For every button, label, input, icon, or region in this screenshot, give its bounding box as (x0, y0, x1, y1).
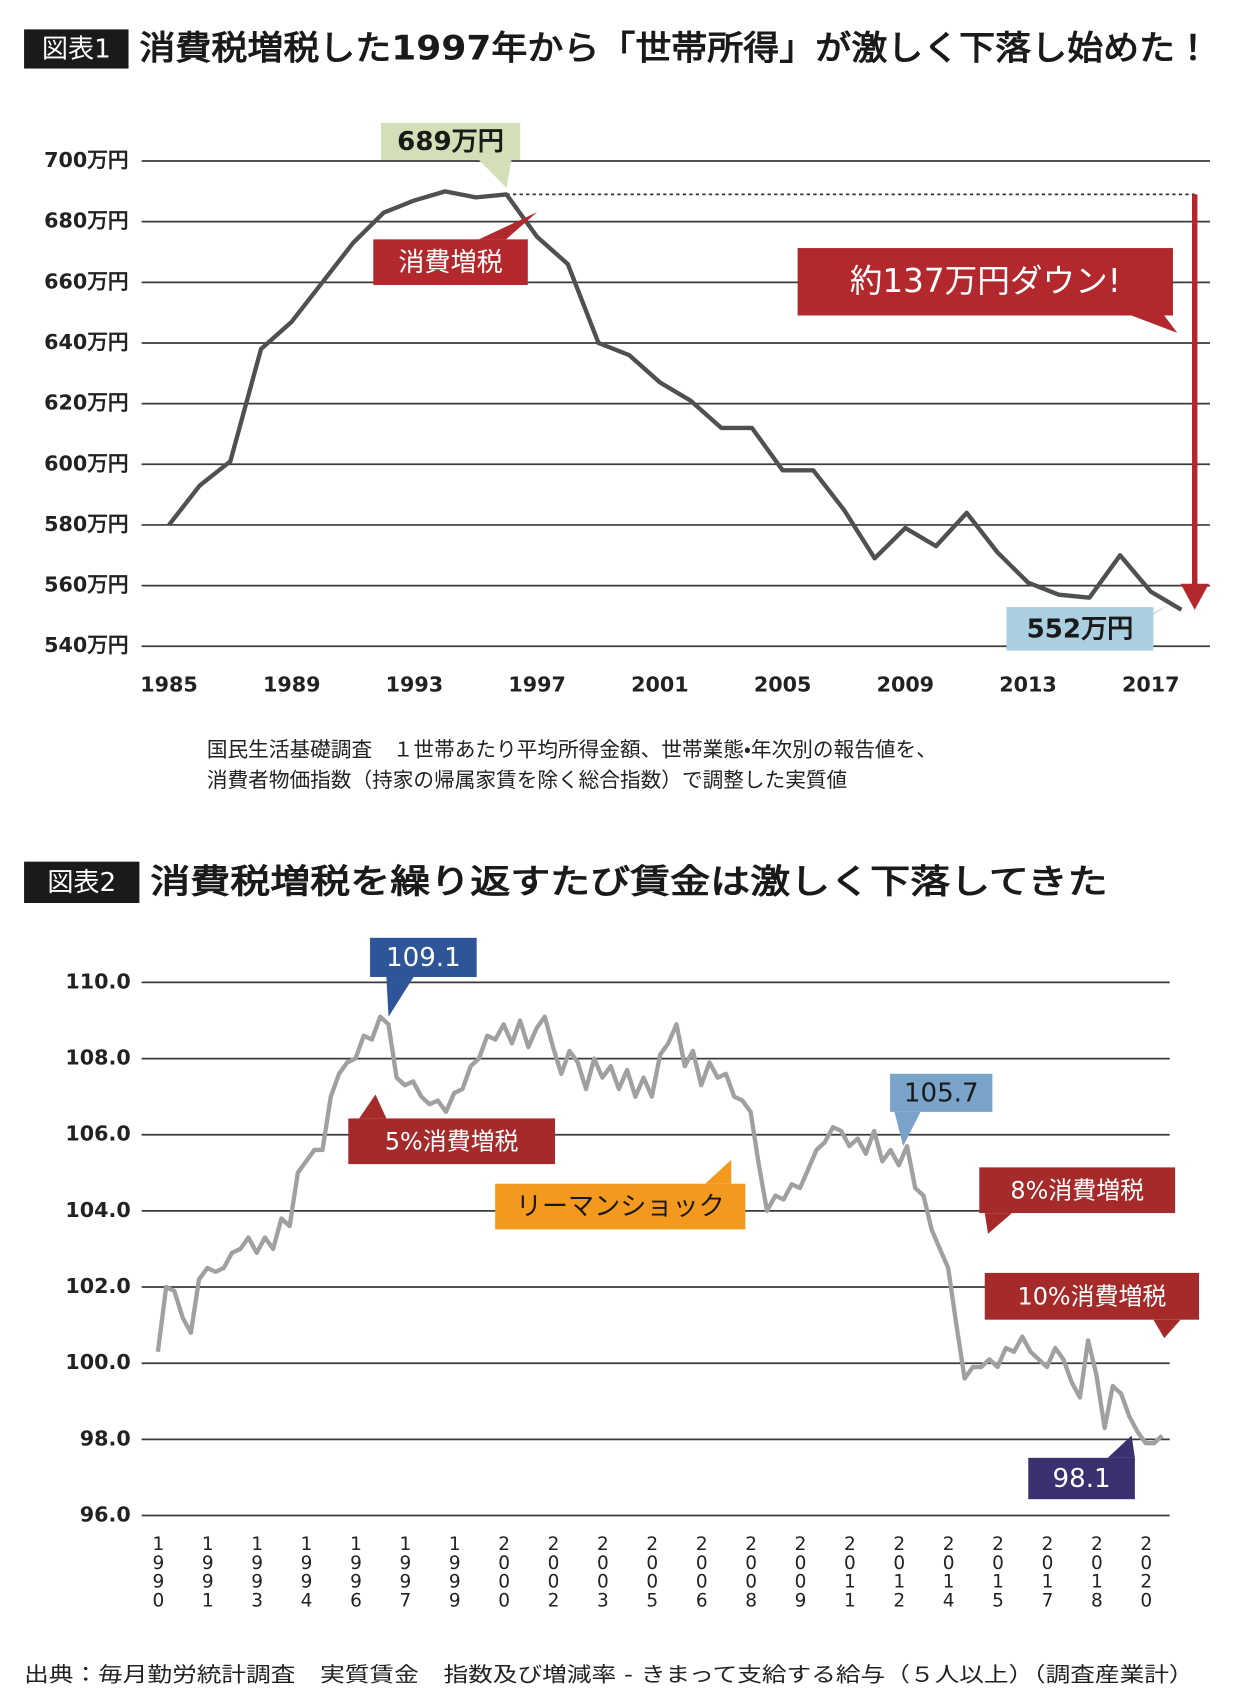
callout-box (495, 1183, 746, 1230)
source-note: 出典：毎月勤労統計調査 実質賃金 指数及び増減率 - きまって支給する給与（５人… (24, 1662, 1194, 1686)
x-tick-label: 2013 (999, 672, 1057, 696)
x-tick-label: 1994 (296, 1534, 317, 1609)
x-tick-label: 1990 (148, 1534, 169, 1609)
x-tick-label: 1993 (386, 672, 444, 696)
x-tick-label: 2014 (938, 1534, 959, 1609)
x-tick-label: 2015 (988, 1534, 1009, 1609)
figure-badge (24, 29, 129, 69)
x-tick-label: 2020 (1136, 1534, 1157, 1609)
x-tick-label: 1993 (247, 1534, 268, 1609)
callout-box (979, 1167, 1176, 1214)
x-tick-label: 2017 (1122, 672, 1179, 696)
x-tick-label: 2008 (741, 1534, 762, 1609)
callout-tail (705, 1159, 732, 1184)
callout-tail (386, 976, 414, 1017)
y-tick-label: 600万円 (44, 451, 128, 475)
y-tick-label: 680万円 (44, 209, 128, 233)
callout-label: 約137万円ダウン! (850, 262, 1121, 300)
y-tick-label: 106.0 (65, 1122, 130, 1146)
x-tick-label: 1996 (345, 1534, 366, 1609)
x-tick-label: 2001 (631, 672, 689, 696)
callout-tail (1153, 1319, 1181, 1339)
callout-label: 5%消費増税 (385, 1127, 519, 1155)
data-line (167, 189, 1183, 612)
x-tick-label: 2017 (1037, 1534, 1058, 1609)
x-tick-label: 2009 (877, 672, 935, 696)
callout-label: 105.7 (904, 1078, 979, 1108)
callout-label: リーマンショック (516, 1192, 725, 1222)
x-tick-label: 2011 (839, 1534, 860, 1609)
x-tick-label: 2000 (494, 1534, 515, 1609)
callout-label: 689万円 (397, 127, 504, 157)
chart-title: 消費税増税した1997年から「世帯所得」が激しく下落し始めた！ (139, 29, 1211, 68)
callout-tail (359, 1094, 387, 1119)
x-tick-label: 2003 (592, 1534, 613, 1609)
x-tick-label: 2006 (691, 1534, 712, 1609)
callout-box (797, 248, 1173, 316)
y-tick-label: 660万円 (44, 269, 128, 293)
y-tick-label: 98.0 (80, 1426, 131, 1450)
callout-tail (894, 1111, 921, 1147)
callout-tail (478, 159, 512, 188)
callout-box (984, 1272, 1200, 1320)
x-tick-label: 1997 (508, 672, 566, 696)
callout-tail (984, 1213, 1012, 1234)
y-tick-label: 102.0 (65, 1274, 130, 1298)
callout-tail (478, 212, 538, 240)
callout-box (890, 1073, 993, 1112)
callout-box (380, 122, 521, 160)
callout-tail (1107, 1435, 1135, 1458)
x-tick-label: 1997 (395, 1534, 416, 1609)
y-tick-label: 104.0 (65, 1198, 130, 1222)
x-tick-label: 1991 (197, 1534, 218, 1609)
callout-label: 552万円 (1027, 614, 1134, 644)
x-tick-label: 2005 (642, 1534, 663, 1609)
note-line: 消費者物価指数（持家の帰属家賃を除く総合指数）で調整した実質値 (207, 768, 847, 792)
callout-label: 98.1 (1053, 1464, 1111, 1494)
callout-label: 8%消費増税 (1010, 1176, 1144, 1204)
y-tick-label: 560万円 (44, 573, 128, 597)
y-tick-label: 100.0 (65, 1350, 130, 1374)
note-line: 国民生活基礎調査 １世帯あたり平均所得金額、世帯業態・年次別の報告値を、 (207, 738, 937, 762)
figure-label: 図表2 (47, 868, 116, 898)
chart-title: 消費税増税を繰り返すたび賃金は激しく下落してきた (150, 862, 1107, 901)
x-tick-label: 2009 (790, 1534, 811, 1609)
callout-label: 109.1 (386, 943, 461, 973)
y-tick-label: 540万円 (44, 633, 128, 657)
callout-box (370, 937, 477, 977)
x-tick-label: 1989 (263, 672, 321, 696)
callout-label: 消費増税 (398, 248, 502, 278)
drop-arrow-head (1180, 583, 1209, 610)
callout-box (348, 1118, 556, 1165)
y-tick-label: 700万円 (44, 148, 128, 172)
y-tick-label: 110.0 (65, 969, 130, 993)
y-tick-label: 580万円 (44, 512, 128, 536)
y-tick-label: 620万円 (44, 391, 128, 415)
callout-box (1006, 607, 1154, 651)
x-tick-label: 1999 (444, 1534, 465, 1609)
callout-tail (1131, 315, 1178, 333)
figure-badge (24, 861, 140, 904)
y-tick-label: 640万円 (44, 330, 128, 354)
figure-label: 図表1 (42, 35, 111, 65)
y-tick-label: 96.0 (80, 1503, 131, 1527)
callout-box (373, 239, 528, 286)
data-line (155, 1014, 1164, 1446)
x-tick-label: 2018 (1086, 1534, 1107, 1609)
x-tick-label: 2002 (543, 1534, 564, 1609)
callout-box (1028, 1457, 1135, 1500)
callout-label: 10%消費増税 (1017, 1282, 1166, 1310)
x-tick-label: 2012 (889, 1534, 910, 1609)
y-tick-label: 108.0 (65, 1046, 130, 1070)
x-tick-label: 2005 (754, 672, 812, 696)
x-tick-label: 1985 (140, 672, 198, 696)
